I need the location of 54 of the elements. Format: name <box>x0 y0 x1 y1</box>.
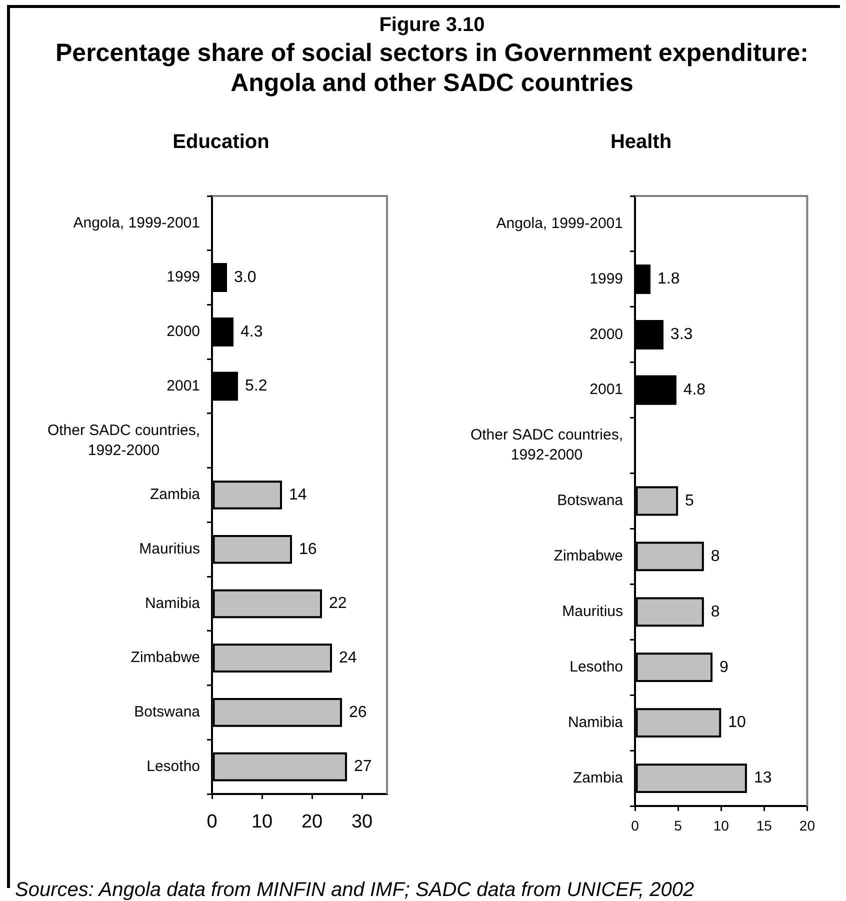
y-tick-label: 1999 <box>590 270 624 288</box>
y-tick-label: Botswana <box>557 492 624 510</box>
data-label: 22 <box>329 595 347 612</box>
y-tick-label: Angola, 1999-2001 <box>73 214 200 232</box>
y-tick-label: Mauritius <box>139 540 200 558</box>
x-tick-label: 0 <box>631 817 640 834</box>
data-label: 8 <box>710 603 720 620</box>
x-tick-label: 10 <box>713 817 730 834</box>
y-tick-label: 2001 <box>590 381 624 398</box>
data-label: 27 <box>354 758 372 776</box>
data-label: 5.2 <box>245 378 268 395</box>
source-note: Sources: Angola data from MINFIN and IMF; SADC data from UNICEF, 2002 <box>15 879 696 901</box>
y-tick-label: Other SADC countries, 1992-2000 <box>47 422 200 459</box>
data-label: 3.3 <box>670 326 693 344</box>
y-tick-label: Zimbabwe <box>130 649 200 666</box>
x-tick-label: 30 <box>351 812 373 833</box>
x-tick-label: 0 <box>206 812 218 833</box>
x-tick-label: 20 <box>301 812 323 833</box>
y-tick-label: 2001 <box>166 377 200 394</box>
y-tick-label: Zambia <box>150 486 201 504</box>
data-label: 3.0 <box>234 268 256 286</box>
data-label: 9 <box>719 658 728 676</box>
data-label: 5 <box>685 492 694 510</box>
data-label: 8 <box>710 548 720 565</box>
y-tick-label: 1999 <box>166 268 200 286</box>
chart-title: Health <box>609 130 673 154</box>
data-label: 24 <box>339 649 357 666</box>
y-tick-label: Zimbabwe <box>554 548 624 565</box>
y-tick-label: Lesotho <box>146 758 200 775</box>
chart-title: Education <box>172 130 270 154</box>
data-label: 4.3 <box>240 323 263 340</box>
data-label: 10 <box>728 714 746 732</box>
y-tick-label: 2000 <box>590 326 624 343</box>
data-label: 26 <box>349 704 367 721</box>
caption: Figure 3.10 <box>378 13 486 37</box>
data-label: 13 <box>754 770 772 787</box>
y-tick-label: Angola, 1999-2001 <box>496 214 624 232</box>
x-tick-label: 20 <box>799 817 816 834</box>
text: Percentage share of social sectors in Government expenditure: Angola and other SADC countries <box>54 38 810 98</box>
y-tick-label: Zambia <box>572 769 624 786</box>
y-tick-label: Namibia <box>144 594 201 612</box>
data-label: 4.8 <box>683 381 706 398</box>
y-tick-label: Namibia <box>568 714 624 731</box>
y-tick-label: Botswana <box>134 704 201 721</box>
x-tick-label: 15 <box>756 817 772 834</box>
y-tick-label: Mauritius <box>562 603 624 620</box>
data-label: 16 <box>299 540 317 558</box>
data-label: 14 <box>289 486 307 504</box>
x-tick-label: 10 <box>251 812 273 833</box>
x-tick-label: 5 <box>674 817 682 834</box>
data-label: 1.8 <box>658 270 680 288</box>
y-tick-label: Lesotho <box>570 658 624 676</box>
y-tick-label: 2000 <box>166 323 200 340</box>
y-tick-label: Other SADC countries, 1992-2000 <box>470 426 624 464</box>
